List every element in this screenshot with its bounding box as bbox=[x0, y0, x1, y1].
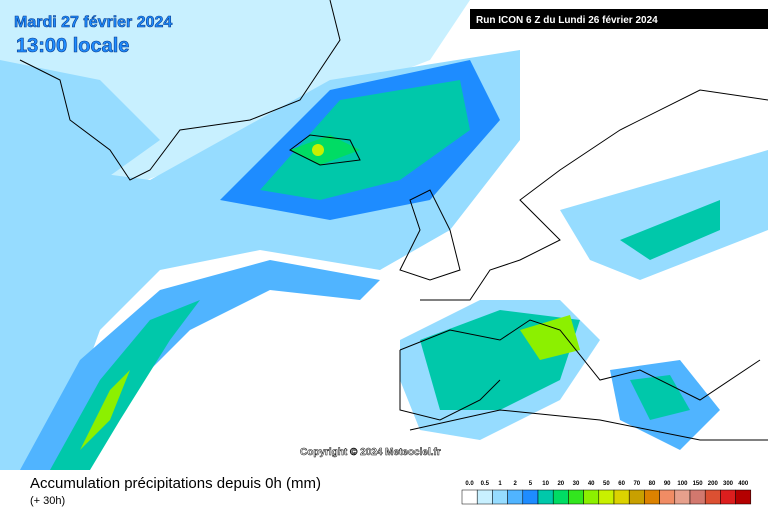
legend-label: 400 bbox=[738, 481, 749, 487]
copyright: Copyright © 2024 Meteociel.fr bbox=[300, 447, 441, 458]
legend-label: 50 bbox=[603, 481, 610, 487]
legend-label: 2 bbox=[514, 481, 518, 487]
footer-subtitle: (+ 30h) bbox=[30, 495, 65, 507]
legend-swatch bbox=[568, 489, 584, 505]
run-banner bbox=[470, 9, 768, 29]
legend-swatch bbox=[552, 489, 569, 505]
legend-swatch bbox=[644, 489, 660, 505]
legend-label: 90 bbox=[664, 481, 671, 487]
footer-title: Accumulation précipitations depuis 0h (m… bbox=[30, 475, 321, 492]
legend-label: 150 bbox=[693, 481, 704, 487]
legend-label: 0.5 bbox=[481, 481, 490, 487]
legend-label: 200 bbox=[708, 481, 719, 487]
legend-swatch bbox=[461, 489, 478, 505]
legend-swatch bbox=[537, 489, 554, 505]
legend-swatch bbox=[704, 489, 721, 505]
legend: 0.0 0.5 1 2 5 10 20 30 40 50 60 70 80 90 100 150 200 300 4… bbox=[461, 481, 752, 505]
legend-swatch bbox=[689, 489, 706, 505]
legend-label: 300 bbox=[723, 481, 734, 487]
legend-label: 10 bbox=[542, 481, 549, 487]
legend-swatch bbox=[659, 489, 676, 505]
time-label: 13:00 locale bbox=[16, 35, 129, 57]
legend-swatch bbox=[476, 489, 493, 505]
legend-swatch bbox=[720, 489, 736, 505]
legend-label: 100 bbox=[677, 481, 688, 487]
coastlines bbox=[19, 0, 768, 441]
legend-label: 5 bbox=[529, 481, 533, 487]
legend-swatch bbox=[583, 489, 600, 505]
legend-label: 1 bbox=[498, 481, 502, 487]
legend-label: 40 bbox=[588, 481, 595, 487]
legend-label: 30 bbox=[573, 481, 580, 487]
legend-swatch bbox=[674, 489, 691, 505]
legend-label: 20 bbox=[557, 481, 564, 487]
legend-label: 60 bbox=[618, 481, 625, 487]
legend-swatch bbox=[613, 489, 630, 505]
date-label: Mardi 27 février 2024 bbox=[14, 14, 172, 31]
legend-label: 70 bbox=[633, 481, 640, 487]
legend-swatch bbox=[628, 489, 645, 505]
legend-swatch bbox=[507, 489, 524, 505]
legend-swatch bbox=[598, 489, 615, 505]
legend-swatch bbox=[735, 489, 752, 505]
run-label: Run ICON 6 Z du Lundi 26 février 2024 bbox=[476, 15, 658, 26]
legend-swatch bbox=[492, 489, 508, 505]
map bbox=[0, 0, 768, 470]
legend-label: 0.0 bbox=[465, 481, 474, 487]
legend-swatch bbox=[522, 489, 539, 505]
legend-label: 80 bbox=[649, 481, 656, 487]
